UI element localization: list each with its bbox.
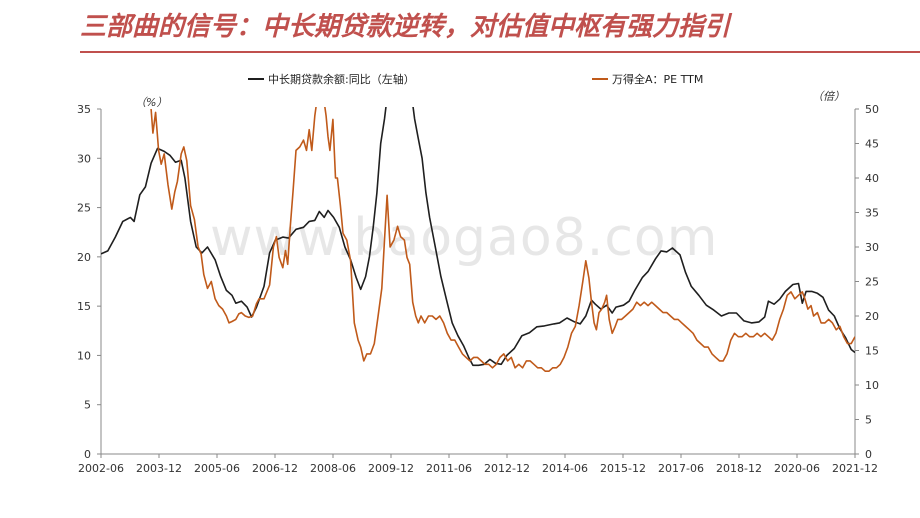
watermark: www.baogao8.com: [210, 208, 719, 268]
series-line-1: [101, 107, 855, 367]
x-tick-label: 2018-12: [716, 462, 762, 475]
series-line-2: [150, 107, 855, 372]
page-title: 三部曲的信号：中长期贷款逆转，对估值中枢有强力指引: [80, 12, 731, 42]
left-tick-label: 20: [77, 251, 91, 264]
right-tick-label: 25: [865, 276, 879, 289]
legend: 中长期贷款余额:同比（左轴） 万得全A：PE TTM: [248, 72, 703, 86]
x-tick-label: 2006-12: [252, 462, 298, 475]
left-tick-label: 10: [77, 349, 91, 362]
left-tick-label: 35: [77, 103, 91, 116]
title-divider: [80, 51, 920, 53]
x-tick-label: 2011-06: [426, 462, 472, 475]
x-tick-label: 2009-12: [368, 462, 414, 475]
legend-label-2: 万得全A：PE TTM: [612, 72, 703, 86]
right-tick-label: 30: [865, 241, 879, 254]
left-tick-label: 15: [77, 300, 91, 313]
right-axis-unit: （倍）: [812, 90, 845, 103]
right-tick-label: 50: [865, 103, 879, 116]
left-tick-label: 0: [84, 448, 91, 461]
right-tick-label: 5: [865, 414, 872, 427]
x-tick-label: 2002-06: [78, 462, 124, 475]
right-tick-label: 10: [865, 379, 879, 392]
legend-label-1: 中长期贷款余额:同比（左轴）: [268, 72, 415, 86]
x-tick-label: 2012-12: [484, 462, 530, 475]
left-tick-label: 5: [84, 399, 91, 412]
right-tick-label: 15: [865, 345, 879, 358]
x-tick-label: 2015-12: [600, 462, 646, 475]
chart-axes: 0 5 10 15 20 25 30 35 0 5 10 15 20 25 30 35 40 45 50 （%） （倍）…: [77, 90, 879, 475]
left-tick-label: 25: [77, 202, 91, 215]
x-tick-label: 2003-12: [136, 462, 182, 475]
x-tick-label: 2014-06: [542, 462, 588, 475]
right-tick-label: 20: [865, 310, 879, 323]
left-axis-unit: （%）: [135, 96, 167, 109]
x-tick-label: 2020-06: [774, 462, 820, 475]
right-tick-label: 40: [865, 172, 879, 185]
left-tick-label: 30: [77, 152, 91, 165]
x-tick-label: 2017-06: [658, 462, 704, 475]
right-tick-label: 35: [865, 207, 879, 220]
x-tick-label: 2005-06: [194, 462, 240, 475]
x-tick-label: 2021-12: [832, 462, 878, 475]
x-tick-label: 2008-06: [310, 462, 356, 475]
chart-series: [101, 107, 855, 372]
right-tick-label: 45: [865, 138, 879, 151]
right-tick-label: 0: [865, 448, 872, 461]
